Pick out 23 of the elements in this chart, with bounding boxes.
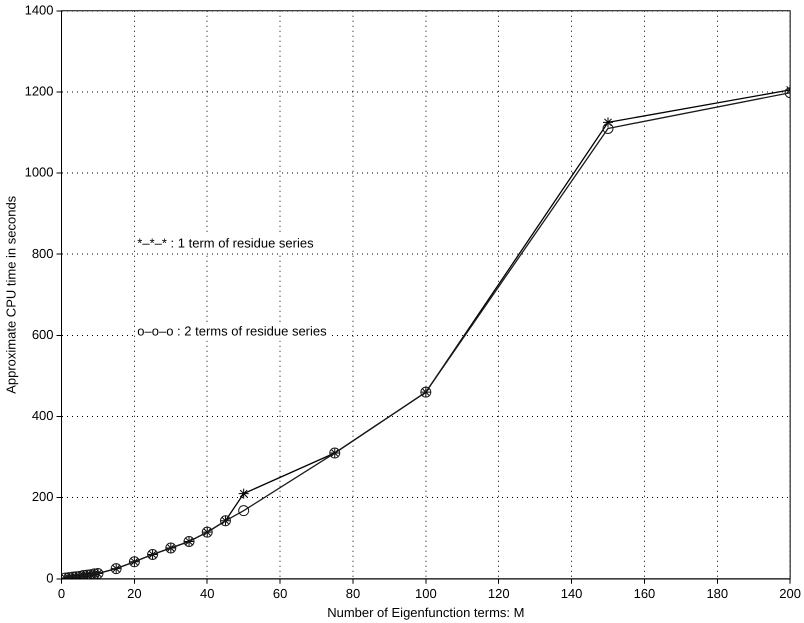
- x-axis-title: Number of Eigenfunction terms: M: [327, 604, 524, 620]
- annotation: o–o–o : 2 terms of residue series: [137, 323, 328, 338]
- y-tick-label: 400: [32, 408, 54, 424]
- x-tick-label: 100: [414, 586, 437, 602]
- x-tick-label: 200: [779, 586, 802, 602]
- y-tick-label: 200: [32, 489, 54, 504]
- annotation: *–*–* : 1 term of residue series: [137, 235, 314, 250]
- y-tick-label: 1400: [24, 2, 54, 18]
- x-tick-label: 0: [58, 586, 66, 602]
- x-tick-label: 160: [634, 586, 656, 602]
- x-tick-label: 20: [127, 586, 142, 602]
- x-tick-label: 60: [272, 586, 288, 602]
- y-tick-label: 800: [32, 246, 54, 261]
- x-tick-label: 140: [560, 586, 582, 602]
- y-tick-label: 1200: [24, 84, 54, 99]
- y-axis-title: Approximate CPU time in seconds: [3, 195, 18, 394]
- y-tick-label: 0: [46, 570, 54, 586]
- x-tick-label: 120: [488, 586, 510, 602]
- y-tick-label: 1000: [24, 164, 54, 180]
- x-tick-label: 180: [706, 586, 728, 602]
- y-tick-label: 600: [32, 326, 54, 342]
- x-tick-label: 80: [346, 586, 360, 602]
- x-tick-label: 40: [200, 586, 214, 602]
